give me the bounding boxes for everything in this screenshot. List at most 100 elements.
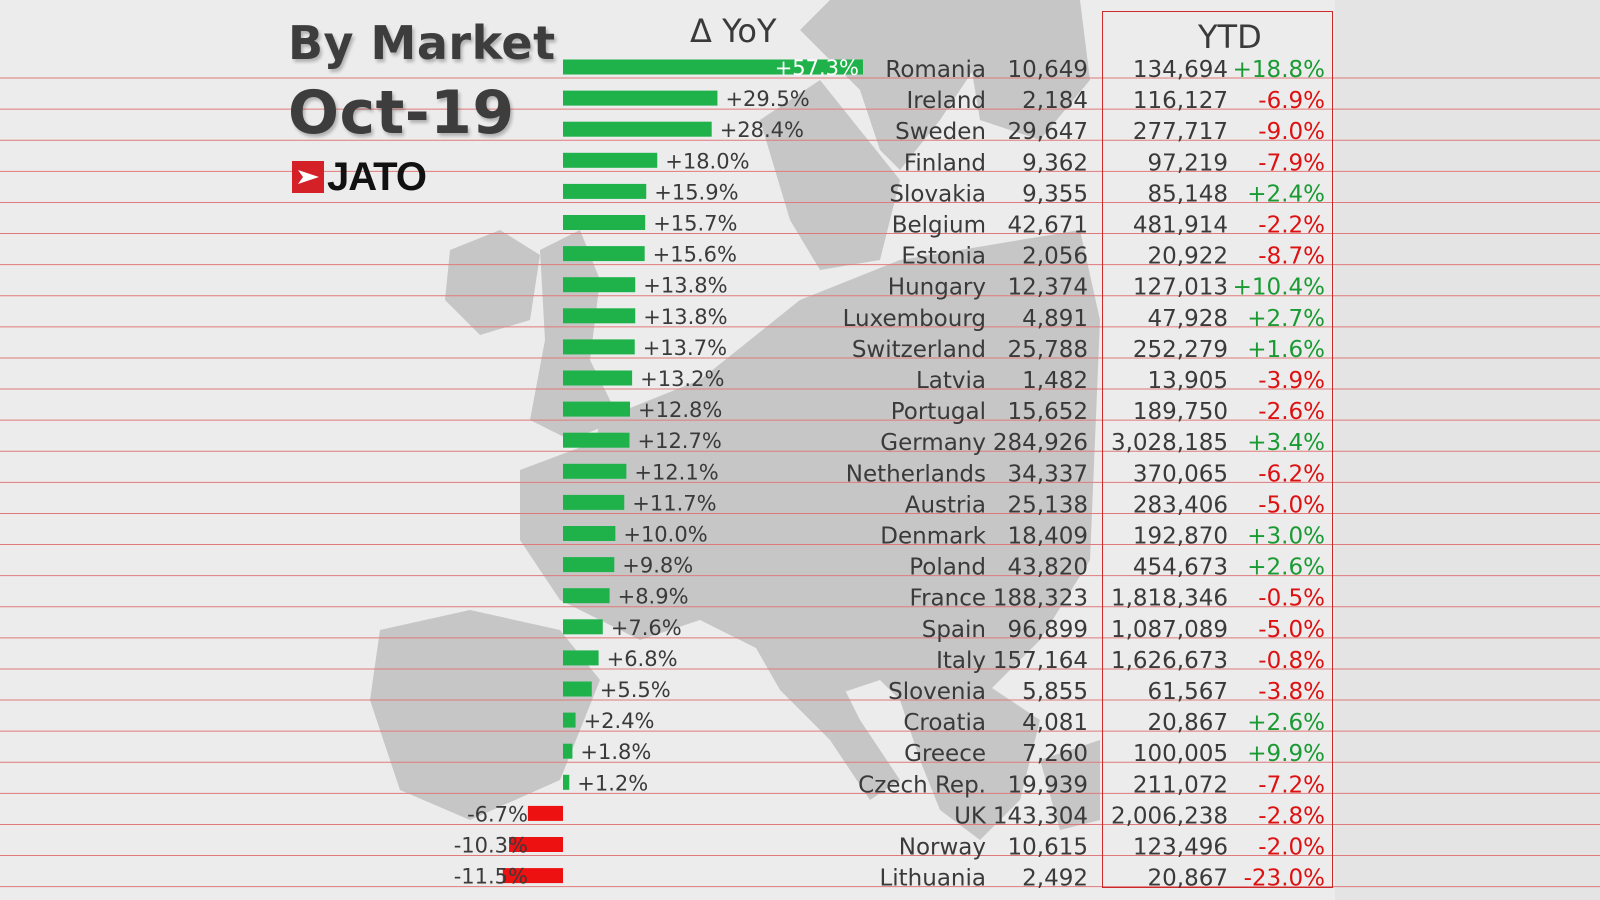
month-volume: 5,855 bbox=[1022, 679, 1088, 705]
market-name: Lithuania bbox=[879, 866, 986, 892]
yoy-data-label: +13.8% bbox=[643, 274, 727, 298]
ytd-change: +2.6% bbox=[1247, 710, 1325, 736]
yoy-bar bbox=[502, 868, 563, 884]
yoy-data-label: +9.8% bbox=[622, 554, 693, 578]
month-volume: 12,374 bbox=[1008, 275, 1088, 301]
ytd-volume: 20,867 bbox=[1148, 710, 1228, 736]
ytd-volume: 61,567 bbox=[1148, 679, 1228, 705]
ytd-change: -2.0% bbox=[1258, 835, 1325, 861]
yoy-bar bbox=[563, 215, 646, 230]
ytd-volume: 277,717 bbox=[1133, 119, 1228, 145]
yoy-bar bbox=[563, 90, 718, 106]
ytd-volume: 127,013 bbox=[1133, 275, 1228, 301]
yoy-data-label: +13.2% bbox=[640, 367, 724, 391]
yoy-bar bbox=[563, 619, 603, 635]
yoy-bar bbox=[563, 121, 712, 137]
month-volume: 42,671 bbox=[1008, 213, 1088, 239]
market-name: Ireland bbox=[906, 88, 986, 114]
yoy-bar bbox=[563, 494, 625, 510]
market-name: Switzerland bbox=[852, 337, 986, 363]
ytd-column-frame bbox=[1102, 11, 1333, 888]
market-name: Finland bbox=[904, 150, 986, 176]
ytd-volume: 252,279 bbox=[1133, 337, 1228, 363]
yoy-bar bbox=[563, 432, 630, 448]
month-volume: 1,482 bbox=[1022, 368, 1088, 394]
ytd-volume: 1,626,673 bbox=[1111, 648, 1228, 674]
market-name: Portugal bbox=[891, 399, 986, 425]
yoy-data-label: +1.2% bbox=[577, 771, 648, 795]
month-volume: 34,337 bbox=[1008, 461, 1088, 487]
yoy-bar bbox=[563, 557, 615, 573]
ytd-volume: 189,750 bbox=[1133, 399, 1228, 425]
ytd-change: +9.9% bbox=[1247, 741, 1325, 767]
month-volume: 284,926 bbox=[993, 430, 1088, 456]
month-volume: 9,355 bbox=[1022, 181, 1088, 207]
ytd-volume: 211,072 bbox=[1133, 772, 1228, 798]
ytd-volume: 1,087,089 bbox=[1111, 617, 1228, 643]
market-name: Romania bbox=[885, 57, 986, 83]
yoy-bar bbox=[563, 370, 633, 386]
ytd-volume: 13,905 bbox=[1148, 368, 1228, 394]
yoy-data-label: +18.0% bbox=[665, 149, 749, 173]
yoy-bar bbox=[563, 183, 647, 199]
ytd-change: -2.8% bbox=[1258, 803, 1325, 829]
yoy-bar bbox=[563, 277, 636, 293]
yoy-data-label: +15.9% bbox=[654, 180, 738, 204]
market-name: Hungary bbox=[888, 275, 986, 301]
month-volume: 29,647 bbox=[1008, 119, 1088, 145]
yoy-data-label: +2.4% bbox=[584, 709, 655, 733]
yoy-bar bbox=[563, 308, 636, 324]
month-volume: 15,652 bbox=[1008, 399, 1088, 425]
market-name: France bbox=[910, 586, 986, 612]
ytd-change: -5.0% bbox=[1258, 492, 1325, 518]
yoy-data-label: +13.7% bbox=[643, 336, 727, 360]
yoy-data-label: +28.4% bbox=[720, 118, 804, 142]
month-volume: 4,891 bbox=[1022, 306, 1088, 332]
ytd-volume: 20,922 bbox=[1148, 244, 1228, 270]
yoy-data-label: +29.5% bbox=[725, 87, 809, 111]
ytd-change: +2.7% bbox=[1247, 306, 1325, 332]
ytd-volume: 192,870 bbox=[1133, 524, 1228, 550]
ytd-volume: 116,127 bbox=[1133, 88, 1228, 114]
yoy-data-label: +15.7% bbox=[653, 212, 737, 236]
ytd-volume: 85,148 bbox=[1148, 181, 1228, 207]
yoy-bar bbox=[563, 743, 573, 759]
ytd-column-header: YTD bbox=[1198, 18, 1262, 56]
yoy-bar bbox=[563, 246, 645, 262]
yoy-data-label: -11.5% bbox=[454, 865, 528, 889]
yoy-column-header: Δ YoY bbox=[690, 12, 777, 50]
yoy-data-label: +12.1% bbox=[634, 460, 718, 484]
market-name: Sweden bbox=[895, 119, 986, 145]
market-name: Luxembourg bbox=[843, 306, 986, 332]
month-volume: 25,138 bbox=[1008, 492, 1088, 518]
market-name: Norway bbox=[899, 835, 986, 861]
market-name: Czech Rep. bbox=[858, 772, 986, 798]
ytd-change: -2.2% bbox=[1258, 213, 1325, 239]
ytd-change: +2.4% bbox=[1247, 181, 1325, 207]
month-volume: 19,939 bbox=[1008, 772, 1088, 798]
chart-subtitle-period: Oct-19 bbox=[288, 78, 515, 148]
yoy-bar bbox=[563, 463, 627, 479]
ytd-volume: 370,065 bbox=[1133, 461, 1228, 487]
ytd-change: -23.0% bbox=[1244, 866, 1325, 892]
chart-title: By Market bbox=[288, 16, 556, 70]
ytd-change: -3.9% bbox=[1258, 368, 1325, 394]
ytd-volume: 1,818,346 bbox=[1111, 586, 1228, 612]
market-name: Croatia bbox=[903, 710, 986, 736]
yoy-data-label: +6.8% bbox=[607, 647, 678, 671]
market-name: Netherlands bbox=[846, 461, 986, 487]
ytd-change: -0.8% bbox=[1258, 648, 1325, 674]
yoy-data-label: +10.0% bbox=[623, 523, 707, 547]
yoy-bar bbox=[563, 774, 570, 790]
yoy-data-label: -10.3% bbox=[454, 834, 528, 858]
market-name: Slovakia bbox=[889, 181, 986, 207]
jato-logo-icon bbox=[292, 161, 324, 193]
yoy-data-label: -6.7% bbox=[467, 802, 528, 826]
yoy-bar bbox=[563, 59, 863, 75]
month-volume: 43,820 bbox=[1008, 555, 1088, 581]
month-volume: 2,184 bbox=[1022, 88, 1088, 114]
yoy-data-label: +15.6% bbox=[653, 243, 737, 267]
market-name: Denmark bbox=[880, 524, 986, 550]
